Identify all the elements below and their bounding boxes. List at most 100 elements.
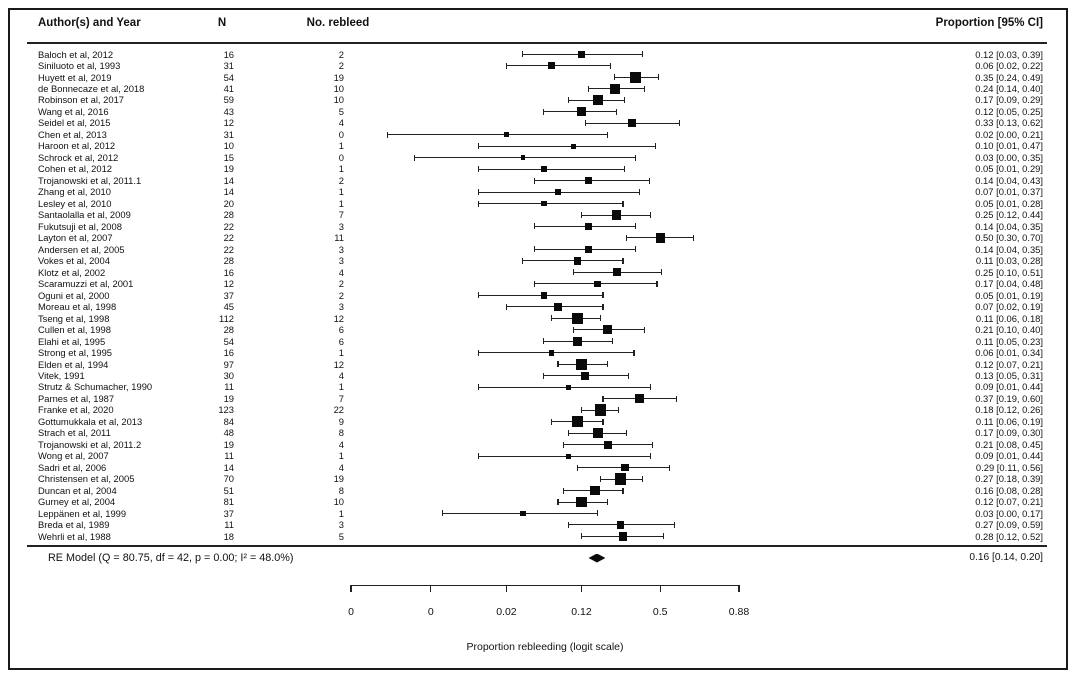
ci-whisker-cap-left <box>543 372 545 379</box>
study-author: Sadri et al, 2006 <box>38 461 107 473</box>
study-row: Wehrli et al, 1988 18 5 0.28 [0.12, 0.52] <box>10 531 1066 543</box>
study-rebleed-count: 10 <box>333 496 344 508</box>
study-rebleed-count: 1 <box>338 186 344 198</box>
study-n: 30 <box>223 370 234 381</box>
ci-whisker-cap-left <box>568 97 570 104</box>
ci-whisker-cap-left <box>580 212 583 218</box>
study-row: Strong et al, 1995 16 1 0.06 [0.01, 0.34] <box>10 347 1066 359</box>
ci-whisker-cap-right <box>662 533 664 540</box>
x-axis-tick <box>580 585 583 592</box>
study-row: de Bonnecaze et al, 2018 41 10 0.24 [0.14, … <box>10 83 1066 95</box>
point-estimate-square <box>592 95 603 106</box>
forest-plot-figure: Author(s) and Year N No. rebleed Proport… <box>8 8 1068 670</box>
ci-whisker-cap-right <box>650 212 652 218</box>
study-rebleed-count: 4 <box>338 461 344 473</box>
study-ci-text: 0.17 [0.04, 0.48] <box>975 278 1043 290</box>
study-ci-text: 0.09 [0.01, 0.44] <box>975 381 1043 393</box>
ci-whisker-line <box>414 157 636 159</box>
study-author: Elahi et al, 1995 <box>38 335 106 347</box>
ci-whisker-cap-right <box>661 269 663 276</box>
ci-whisker-cap-right <box>626 430 628 437</box>
study-n: 54 <box>223 71 234 83</box>
study-n: 54 <box>223 335 234 347</box>
study-author: Elden et al, 1994 <box>38 358 109 370</box>
point-estimate-square <box>573 336 583 346</box>
study-row: Duncan et al, 2004 51 8 0.16 [0.08, 0.28] <box>10 485 1066 497</box>
study-rebleed-count: 10 <box>333 83 344 94</box>
study-ci-text: 0.28 [0.12, 0.52] <box>975 530 1043 542</box>
point-estimate-square <box>612 210 622 220</box>
study-row: Zhang et al, 2010 14 1 0.07 [0.01, 0.37] <box>10 186 1066 198</box>
study-row: Haroon et al, 2012 10 1 0.10 [0.01, 0.47] <box>10 140 1066 152</box>
re-model-label: RE Model (Q = 80.75, df = 42, p = 0.00; … <box>48 552 294 564</box>
study-rebleed-count: 2 <box>338 278 344 290</box>
ci-whisker-cap-left <box>563 441 565 448</box>
study-author: Strach et al, 2011 <box>38 427 111 439</box>
study-author: Trojanowski et al, 2011.1 <box>38 174 142 186</box>
study-n: 22 <box>223 243 234 255</box>
study-author: Tseng et al, 1998 <box>38 312 110 324</box>
ci-whisker-cap-left <box>557 499 559 505</box>
study-ci-text: 0.18 [0.12, 0.26] <box>975 404 1043 416</box>
ci-whisker-cap-right <box>602 303 604 310</box>
study-row: Wong et al, 2007 11 1 0.09 [0.01, 0.44] <box>10 450 1066 462</box>
study-n: 10 <box>223 140 234 152</box>
study-ci-text: 0.17 [0.09, 0.30] <box>975 427 1043 439</box>
study-ci-text: 0.35 [0.24, 0.49] <box>975 71 1043 83</box>
study-ci-text: 0.27 [0.09, 0.59] <box>975 519 1043 531</box>
ci-whisker-cap-left <box>478 166 480 173</box>
study-rebleed-count: 9 <box>338 415 344 427</box>
study-n: 112 <box>219 312 234 324</box>
study-rebleed-count: 2 <box>338 174 344 186</box>
study-rebleed-count: 6 <box>338 324 344 336</box>
summary-ci-text: 0.16 [0.14, 0.20] <box>969 552 1043 563</box>
point-estimate-square <box>504 132 509 137</box>
study-author: Christensen et al, 2005 <box>38 473 135 485</box>
study-author: Robinson et al, 2017 <box>38 94 125 106</box>
ci-whisker-cap-right <box>675 395 677 402</box>
point-estimate-square <box>615 473 627 485</box>
study-n: 18 <box>223 530 234 542</box>
study-rebleed-count: 1 <box>338 450 344 462</box>
study-ci-text: 0.11 [0.05, 0.23] <box>975 335 1043 347</box>
ci-whisker-cap-right <box>693 234 695 241</box>
ci-whisker-line <box>478 352 635 354</box>
study-ci-text: 0.33 [0.13, 0.62] <box>975 117 1043 129</box>
study-ci-text: 0.21 [0.10, 0.40] <box>975 324 1043 336</box>
study-n: 16 <box>223 347 234 359</box>
column-header-rebleed: No. rebleed <box>306 17 370 29</box>
study-rebleed-count: 12 <box>333 358 344 370</box>
ci-whisker-cap-right <box>618 407 620 414</box>
study-row: Chen et al, 2013 31 0 0.02 [0.00, 0.21] <box>10 129 1066 141</box>
point-estimate-square <box>584 222 593 231</box>
study-n: 16 <box>223 48 234 60</box>
study-ci-text: 0.12 [0.03, 0.39] <box>975 48 1043 60</box>
ci-whisker-cap-left <box>441 510 443 517</box>
study-author: Wehrli et al, 1988 <box>38 530 111 542</box>
point-estimate-square <box>555 189 561 195</box>
study-row: Cullen et al, 1998 28 6 0.21 [0.10, 0.40] <box>10 324 1066 336</box>
study-n: 97 <box>223 358 234 370</box>
ci-whisker-cap-right <box>635 246 637 253</box>
study-author: Santaolalla et al, 2009 <box>38 209 131 221</box>
point-estimate-square <box>603 325 613 335</box>
ci-whisker-cap-left <box>602 395 604 402</box>
ci-whisker-cap-right <box>607 361 609 368</box>
point-estimate-square <box>547 62 556 70</box>
ci-whisker-cap-left <box>478 384 480 391</box>
summary-diamond <box>588 553 606 563</box>
ci-whisker-cap-left <box>478 189 480 196</box>
study-rebleed-count: 2 <box>338 60 344 72</box>
study-author: Huyett et al, 2019 <box>38 71 112 83</box>
study-rebleed-count: 0 <box>338 151 344 163</box>
study-rebleed-count: 7 <box>338 392 344 404</box>
study-ci-text: 0.29 [0.11, 0.56] <box>975 461 1043 473</box>
ci-whisker-cap-left <box>577 464 579 471</box>
study-n: 70 <box>223 473 234 485</box>
ci-whisker-cap-left <box>478 200 480 207</box>
point-estimate-square <box>655 233 665 243</box>
point-estimate-square <box>589 485 600 496</box>
study-author: Layton et al, 2007 <box>38 232 113 244</box>
study-rebleed-count: 3 <box>338 220 344 232</box>
study-author: Scaramuzzi et al, 2001 <box>38 278 134 290</box>
